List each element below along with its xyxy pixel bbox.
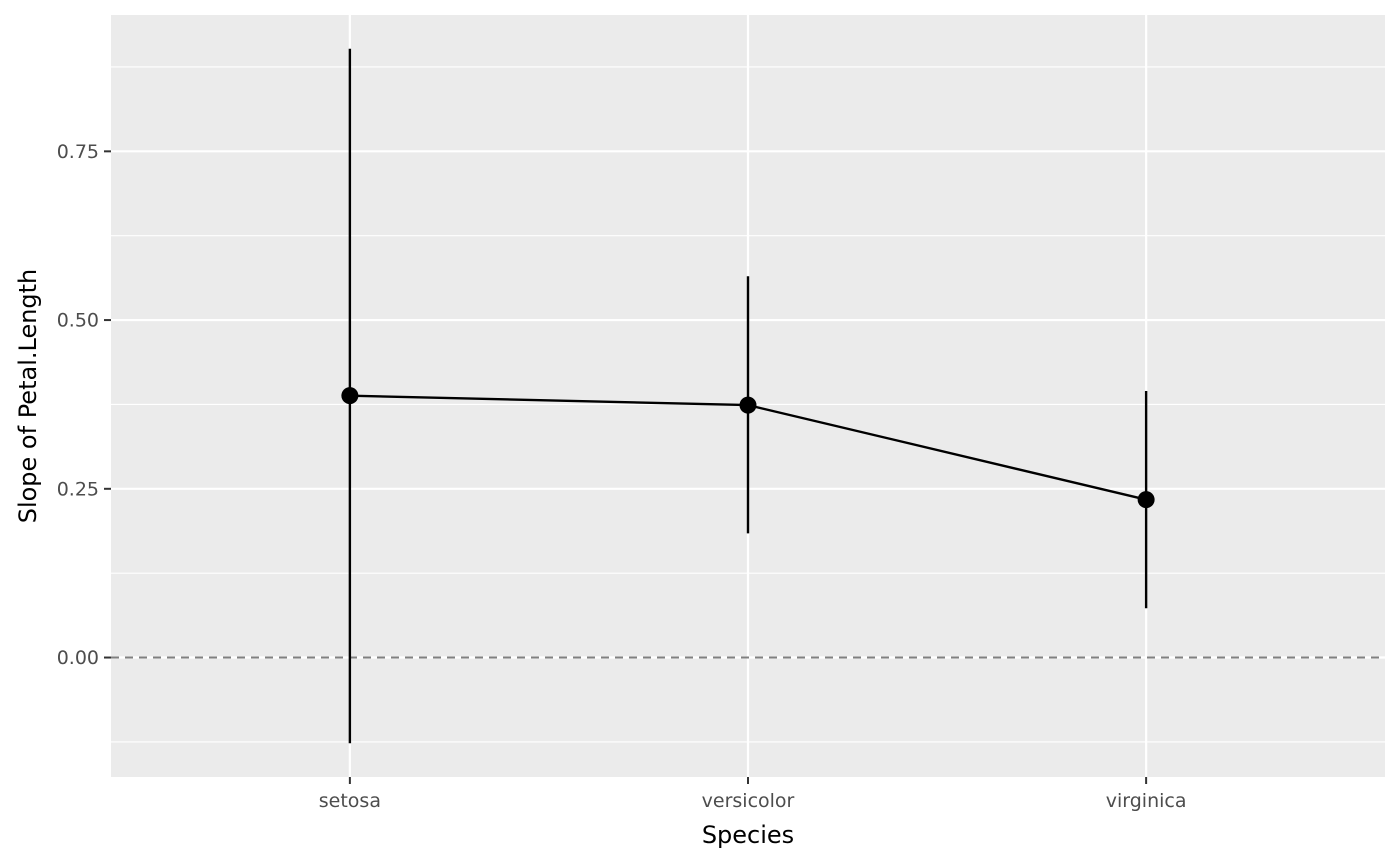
data-points [341,387,1155,509]
y-tick-label: 0.50 [57,310,99,332]
x-axis-ticks: setosa versicolor virginica [319,777,1187,812]
data-point [1137,491,1155,509]
y-tick-label: 0.00 [57,647,99,669]
y-axis-ticks: 0.00 0.25 0.50 0.75 [57,141,111,669]
x-tick-label: setosa [319,790,381,812]
y-axis-title: Slope of Petal.Length [14,269,42,524]
y-tick-label: 0.75 [57,141,99,163]
data-point [739,396,757,414]
x-axis-title: Species [702,821,794,849]
x-tick-label: virginica [1106,790,1187,812]
y-tick-label: 0.25 [57,478,99,500]
data-point [341,387,359,405]
x-tick-label: versicolor [702,790,795,812]
